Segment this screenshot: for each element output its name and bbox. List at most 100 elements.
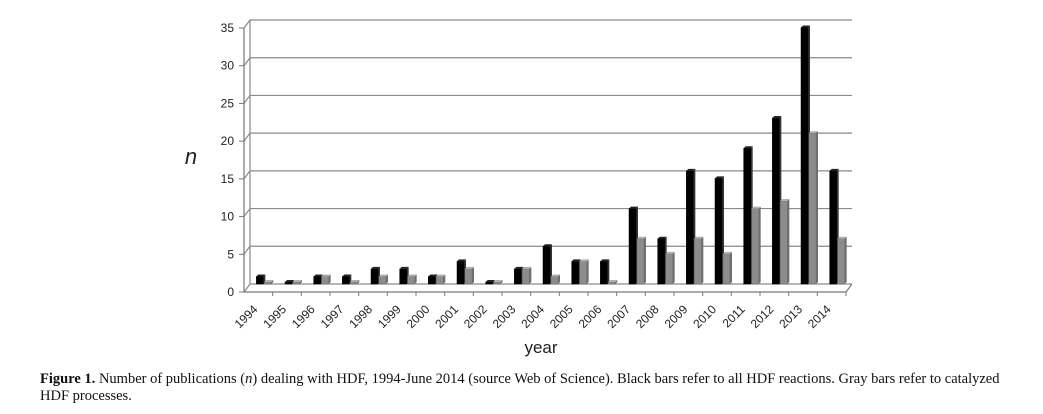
bar-top <box>551 274 560 277</box>
bar-all-hdf <box>657 238 665 285</box>
bar-top <box>694 236 704 239</box>
bar-top <box>608 280 618 282</box>
bar-top <box>801 25 810 28</box>
bar-all-hdf <box>342 276 350 285</box>
bar-top <box>321 274 331 277</box>
bar-side <box>500 280 503 284</box>
bar-top <box>379 274 388 277</box>
x-tick-label: 2005 <box>547 302 576 331</box>
bar-side <box>844 236 847 284</box>
gridline <box>243 283 852 293</box>
bar-top <box>293 280 302 282</box>
bar-all-hdf <box>714 178 723 285</box>
bar-all-hdf <box>399 268 407 285</box>
bar-catalyzed-hdf <box>264 281 272 285</box>
bar-catalyzed-hdf <box>522 268 530 285</box>
bar-top <box>571 259 581 262</box>
bar-catalyzed-hdf <box>436 276 444 285</box>
bar-top <box>829 168 839 171</box>
x-tick-label: 2000 <box>404 302 433 331</box>
bar-side <box>414 274 417 284</box>
bar-catalyzed-hdf <box>780 200 788 285</box>
bar-all-hdf <box>571 261 579 285</box>
x-tick-label: 2006 <box>576 302 605 331</box>
x-tick-label: 2013 <box>776 302 805 331</box>
bar-all-hdf <box>800 27 809 285</box>
x-tick-label: 2001 <box>432 302 461 331</box>
bar-all-hdf <box>284 281 293 285</box>
bar-top <box>522 266 532 269</box>
bar-side <box>787 199 790 284</box>
bar-side <box>357 280 360 284</box>
bar-all-hdf <box>686 170 694 285</box>
bar-top <box>723 251 732 254</box>
bar-catalyzed-hdf <box>608 281 616 285</box>
gridline <box>243 94 852 104</box>
bar-catalyzed-hdf <box>321 276 329 285</box>
bar-catalyzed-hdf <box>751 208 759 285</box>
bar-catalyzed-hdf <box>378 276 387 285</box>
x-tick-label: 1997 <box>318 302 347 331</box>
y-tick-label: 20 <box>221 134 235 148</box>
gridline <box>243 132 852 142</box>
bar-all-hdf <box>456 261 465 285</box>
bar-side <box>550 244 552 284</box>
y-tick-label: 35 <box>221 21 235 35</box>
bar-side <box>529 266 532 284</box>
bar-top <box>371 266 380 269</box>
bar-all-hdf <box>370 268 379 285</box>
axes <box>239 20 853 296</box>
bar-catalyzed-hdf <box>292 281 301 285</box>
gridline <box>243 207 852 217</box>
bar-side <box>730 251 732 284</box>
bar-top <box>264 280 274 282</box>
bar-catalyzed-hdf <box>808 132 817 285</box>
gridline <box>243 19 852 29</box>
bar-all-hdf <box>542 246 551 285</box>
bar-catalyzed-hdf <box>722 253 731 285</box>
bar-top <box>715 176 724 179</box>
bar-catalyzed-hdf <box>636 238 645 285</box>
bar-side <box>701 236 704 284</box>
bar-side <box>672 251 675 284</box>
bar-top <box>600 259 610 262</box>
bar-catalyzed-hdf <box>350 281 358 285</box>
bars <box>256 25 847 285</box>
bar-side <box>558 274 560 284</box>
x-axis-label: year <box>524 338 557 357</box>
gridline <box>243 57 852 67</box>
x-tick-label: 2010 <box>690 302 719 331</box>
bar-top <box>780 199 790 202</box>
bar-top <box>493 280 503 282</box>
caption-text-after: ) dealing with HDF, 1994-June 2014 (sour… <box>40 371 1000 404</box>
bar-all-hdf <box>485 281 493 285</box>
bar-top <box>465 266 474 269</box>
bar-top <box>772 116 782 119</box>
bar-top <box>743 146 753 149</box>
y-tick-label: 30 <box>221 59 235 73</box>
caption-italic-n: n <box>245 371 253 387</box>
bar-catalyzed-hdf <box>550 276 559 285</box>
caption-text-before: Number of publications ( <box>95 371 246 387</box>
x-tick-label: 2009 <box>662 302 691 331</box>
bar-side <box>300 280 302 284</box>
bar-catalyzed-hdf <box>407 276 415 285</box>
bar-side <box>615 280 618 284</box>
bar-catalyzed-hdf <box>665 253 673 285</box>
bar-top <box>350 280 360 282</box>
figure-caption: Figure 1. Number of publications (n) dea… <box>40 371 1020 405</box>
bar-top <box>751 206 761 209</box>
bar-side <box>443 274 446 284</box>
bar-top <box>436 274 446 277</box>
x-tick-label: 2012 <box>748 302 777 331</box>
bar-top <box>686 168 696 171</box>
bar-all-hdf <box>313 276 321 285</box>
y-tick-label: 5 <box>227 247 234 261</box>
bar-catalyzed-hdf <box>837 238 845 285</box>
bar-side <box>271 280 274 284</box>
bar-side <box>586 259 589 284</box>
y-tick-label: 10 <box>221 210 235 224</box>
bar-top <box>543 244 552 247</box>
bar-all-hdf <box>743 147 751 285</box>
